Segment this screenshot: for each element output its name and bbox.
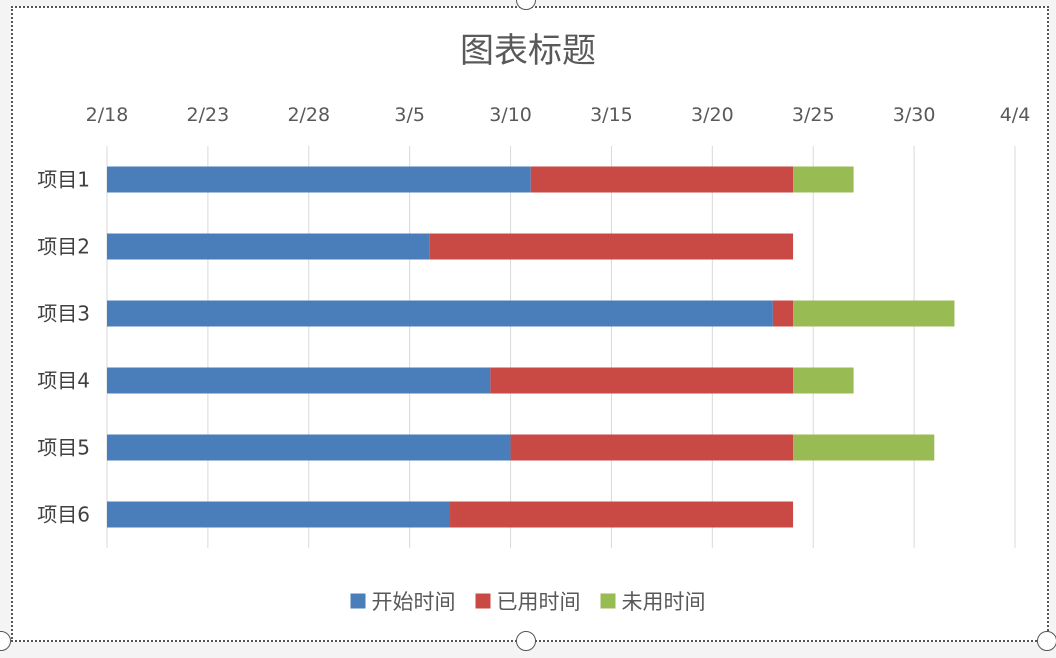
bar-segment-1[interactable] — [107, 434, 511, 461]
legend-label: 已用时间 — [497, 590, 581, 614]
bar-segment-1[interactable] — [107, 367, 491, 394]
gridlines — [106, 146, 1016, 548]
legend-swatch — [475, 593, 491, 609]
bar-segment-2[interactable] — [510, 434, 794, 461]
bar-segment-3[interactable] — [793, 300, 955, 327]
bars — [107, 166, 955, 528]
x-tick-label: 2/18 — [86, 104, 129, 126]
x-tick-label: 4/4 — [1000, 104, 1031, 126]
bar-segment-1[interactable] — [107, 501, 451, 528]
category-label: 项目1 — [37, 168, 90, 192]
bar-segment-2[interactable] — [772, 300, 794, 327]
resize-handle-bottom-center[interactable] — [516, 631, 536, 651]
bar-segment-2[interactable] — [530, 166, 794, 193]
x-tick-label: 3/5 — [394, 104, 425, 126]
x-tick-label: 3/10 — [489, 104, 532, 126]
x-tick-label: 2/28 — [287, 104, 330, 126]
bar-segment-2[interactable] — [429, 233, 794, 260]
bar-segment-3[interactable] — [793, 367, 854, 394]
bar-segment-2[interactable] — [490, 367, 794, 394]
bar-segment-2[interactable] — [450, 501, 794, 528]
bar-segment-3[interactable] — [793, 434, 935, 461]
bar-segment-1[interactable] — [107, 233, 430, 260]
x-axis-ticks: 2/18 2/23 2/28 3/5 3/10 3/15 3/20 3/25 3/30 4/4 — [86, 104, 1031, 126]
category-label: 项目6 — [37, 503, 90, 527]
legend: 开始时间 已用时间 未用时间 — [350, 590, 706, 614]
x-tick-label: 2/23 — [187, 104, 230, 126]
x-tick-label: 3/25 — [792, 104, 835, 126]
x-tick-label: 3/20 — [691, 104, 734, 126]
x-tick-label: 3/30 — [893, 104, 936, 126]
category-label: 项目2 — [37, 235, 90, 259]
x-tick-label: 3/15 — [590, 104, 633, 126]
resize-handle-bottom-right[interactable] — [1037, 631, 1056, 651]
y-axis-labels: 项目1 项目2 项目3 项目4 项目5 项目6 — [37, 168, 90, 527]
category-label: 项目4 — [37, 369, 90, 393]
category-label: 项目3 — [37, 302, 90, 326]
bar-segment-1[interactable] — [107, 166, 531, 193]
legend-label: 开始时间 — [372, 590, 456, 614]
chart-title: 图表标题 — [460, 31, 596, 71]
legend-swatch — [350, 593, 366, 609]
category-label: 项目5 — [37, 436, 90, 460]
bar-segment-3[interactable] — [793, 166, 854, 193]
legend-swatch — [600, 593, 616, 609]
legend-label: 未用时间 — [622, 590, 706, 614]
bar-segment-1[interactable] — [107, 300, 773, 327]
